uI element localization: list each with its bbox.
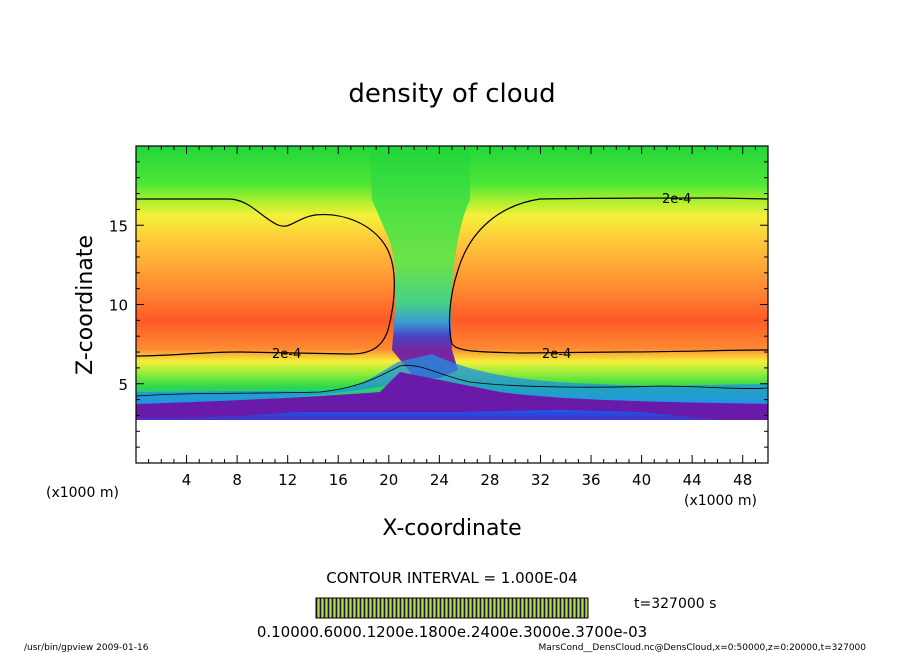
x-tick-label: 40: [632, 471, 651, 489]
x-tick-label: 24: [430, 471, 449, 489]
y-tick-label: 15: [109, 217, 128, 235]
contour-label-left: 2e-4: [272, 347, 301, 362]
footer-left: /usr/bin/gpview 2009-01-16: [24, 643, 149, 653]
contour-interval-text: CONTOUR INTERVAL = 1.000E-04: [326, 569, 577, 587]
contour-label-top: 2e-4: [662, 192, 691, 207]
right-contour-2e-4: [448, 197, 768, 354]
x-tick-label: 4: [182, 471, 192, 489]
colorbar-tick-labels: 0.10000.6000.1200e.1800e.2400e.3000e.370…: [257, 623, 647, 641]
contour-label-right: 2e-4: [542, 347, 571, 362]
lower-contour: [136, 364, 768, 397]
y-tick-label: 5: [118, 376, 128, 394]
x-tick-label: 48: [733, 471, 752, 489]
heatmap-field: 2e-4 2e-4 2e-4: [136, 146, 768, 463]
x-tick-label: 8: [232, 471, 242, 489]
x-tick-label: 20: [379, 471, 398, 489]
y-axis-label: Z-coordinate: [73, 235, 98, 375]
colorbar: [315, 597, 589, 619]
x-tick-label: 16: [329, 471, 348, 489]
x-unit-label: (x1000 m): [684, 493, 757, 509]
footer-right: MarsCond__DensCloud.nc@DensCloud,x=0:500…: [539, 643, 867, 653]
chart-title: density of cloud: [348, 79, 555, 109]
x-tick-label: 28: [480, 471, 499, 489]
cyan-blue-band: [136, 354, 768, 408]
y-tick-label: 10: [109, 297, 128, 315]
x-tick-label: 12: [278, 471, 297, 489]
x-tick-label: 44: [683, 471, 702, 489]
x-axis-label: X-coordinate: [382, 516, 521, 541]
purple-base: [136, 372, 768, 424]
y-unit-label: (x1000 m): [46, 485, 119, 501]
time-text: t=327000 s: [634, 596, 716, 612]
clear-air-below: [136, 420, 768, 463]
x-tick-label: 32: [531, 471, 550, 489]
central-clear-column: [370, 146, 470, 378]
upper-contour-2e-4: [136, 198, 395, 357]
x-tick-label: 36: [581, 471, 600, 489]
